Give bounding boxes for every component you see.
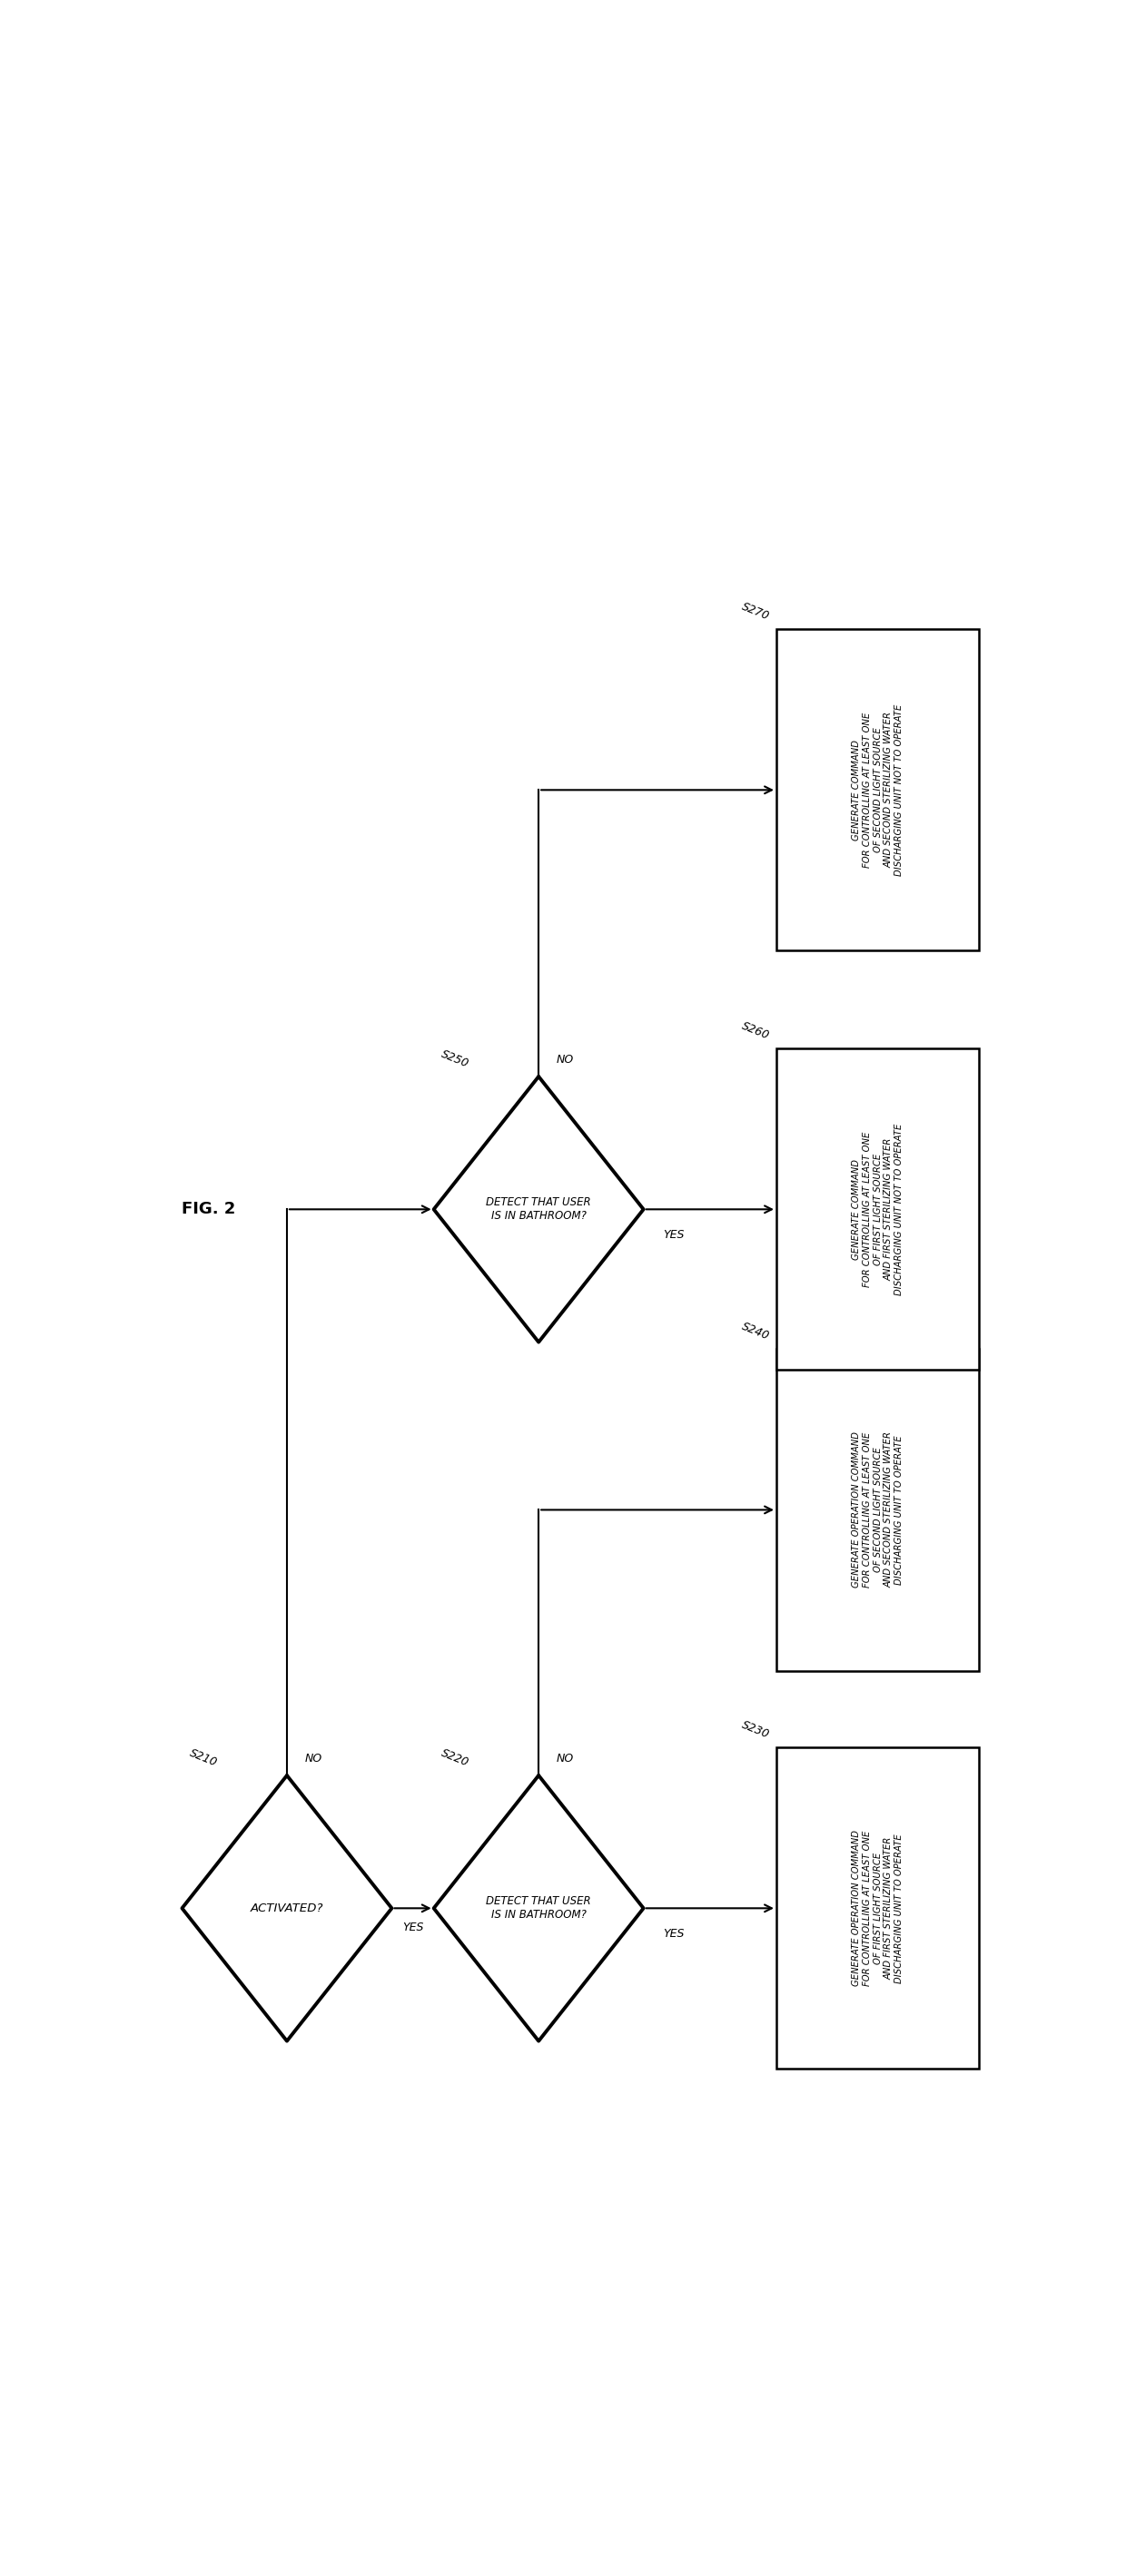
Text: YES: YES xyxy=(663,1229,685,1242)
Text: FIG. 2: FIG. 2 xyxy=(182,1200,236,1218)
Text: NO: NO xyxy=(556,1054,573,1066)
Text: GENERATE OPERATION COMMAND
FOR CONTROLLING AT LEAST ONE
OF FIRST LIGHT SOURCE
AN: GENERATE OPERATION COMMAND FOR CONTROLLI… xyxy=(852,1829,903,1986)
Text: S240: S240 xyxy=(740,1321,771,1342)
Text: S250: S250 xyxy=(439,1048,471,1069)
Text: GENERATE COMMAND
FOR CONTROLLING AT LEAST ONE
OF SECOND LIGHT SOURCE
AND SECOND : GENERATE COMMAND FOR CONTROLLING AT LEAS… xyxy=(852,703,903,876)
Bar xyxy=(776,629,980,951)
Bar xyxy=(776,1048,980,1370)
Text: NO: NO xyxy=(304,1754,322,1765)
Text: S220: S220 xyxy=(439,1747,471,1770)
Text: S210: S210 xyxy=(188,1747,218,1770)
Bar xyxy=(776,1350,980,1672)
Text: YES: YES xyxy=(663,1927,685,1940)
Text: DETECT THAT USER
IS IN BATHROOM?: DETECT THAT USER IS IN BATHROOM? xyxy=(486,1198,591,1221)
Bar xyxy=(776,1747,980,2069)
Text: ACTIVATED?: ACTIVATED? xyxy=(250,1901,323,1914)
Text: YES: YES xyxy=(402,1922,423,1935)
Text: DETECT THAT USER
IS IN BATHROOM?: DETECT THAT USER IS IN BATHROOM? xyxy=(486,1896,591,1922)
Text: NO: NO xyxy=(556,1754,573,1765)
Text: S260: S260 xyxy=(740,1020,771,1041)
Text: GENERATE COMMAND
FOR CONTROLLING AT LEAST ONE
OF FIRST LIGHT SOURCE
AND FIRST ST: GENERATE COMMAND FOR CONTROLLING AT LEAS… xyxy=(852,1123,903,1296)
Text: S230: S230 xyxy=(740,1718,771,1741)
Text: GENERATE OPERATION COMMAND
FOR CONTROLLING AT LEAST ONE
OF SECOND LIGHT SOURCE
A: GENERATE OPERATION COMMAND FOR CONTROLLI… xyxy=(852,1432,903,1587)
Text: S270: S270 xyxy=(740,600,771,623)
